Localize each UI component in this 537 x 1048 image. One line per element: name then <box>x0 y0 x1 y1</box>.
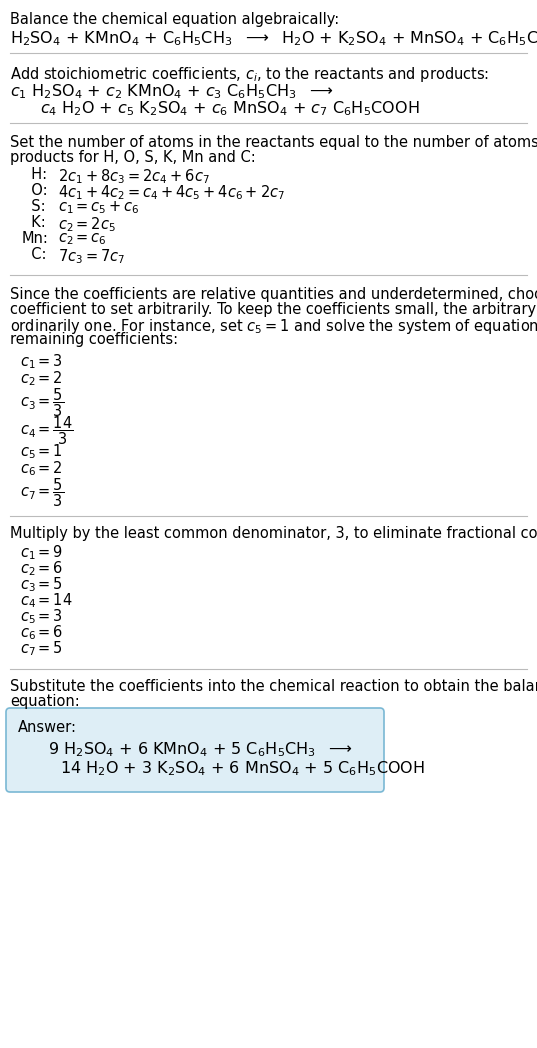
Text: equation:: equation: <box>10 694 80 709</box>
Text: C:: C: <box>22 247 47 262</box>
Text: Since the coefficients are relative quantities and underdetermined, choose a: Since the coefficients are relative quan… <box>10 287 537 302</box>
Text: Multiply by the least common denominator, 3, to eliminate fractional coefficient: Multiply by the least common denominator… <box>10 526 537 541</box>
Text: H$_2$SO$_4$ + KMnO$_4$ + C$_6$H$_5$CH$_3$  $\longrightarrow$  H$_2$O + K$_2$SO$_: H$_2$SO$_4$ + KMnO$_4$ + C$_6$H$_5$CH$_3… <box>10 29 537 48</box>
Text: $c_4 = 14$: $c_4 = 14$ <box>20 591 72 610</box>
Text: $c_2 = c_6$: $c_2 = c_6$ <box>58 231 107 246</box>
Text: $c_4$ H$_2$O + $c_5$ K$_2$SO$_4$ + $c_6$ MnSO$_4$ + $c_7$ C$_6$H$_5$COOH: $c_4$ H$_2$O + $c_5$ K$_2$SO$_4$ + $c_6$… <box>40 99 419 117</box>
Text: $c_7 = \dfrac{5}{3}$: $c_7 = \dfrac{5}{3}$ <box>20 476 64 508</box>
Text: Balance the chemical equation algebraically:: Balance the chemical equation algebraica… <box>10 12 339 27</box>
Text: $c_3 = 5$: $c_3 = 5$ <box>20 575 63 594</box>
Text: $c_4 = \dfrac{14}{3}$: $c_4 = \dfrac{14}{3}$ <box>20 414 74 446</box>
Text: $c_2 = 2 c_5$: $c_2 = 2 c_5$ <box>58 215 116 234</box>
Text: $c_1 = 9$: $c_1 = 9$ <box>20 543 63 562</box>
Text: Set the number of atoms in the reactants equal to the number of atoms in the: Set the number of atoms in the reactants… <box>10 135 537 150</box>
Text: products for H, O, S, K, Mn and C:: products for H, O, S, K, Mn and C: <box>10 150 256 165</box>
Text: 9 H$_2$SO$_4$ + 6 KMnO$_4$ + 5 C$_6$H$_5$CH$_3$  $\longrightarrow$: 9 H$_2$SO$_4$ + 6 KMnO$_4$ + 5 C$_6$H$_5… <box>48 740 353 759</box>
Text: Mn:: Mn: <box>22 231 49 246</box>
Text: $7 c_3 = 7 c_7$: $7 c_3 = 7 c_7$ <box>58 247 125 266</box>
Text: ordinarily one. For instance, set $c_5 = 1$ and solve the system of equations fo: ordinarily one. For instance, set $c_5 =… <box>10 316 537 336</box>
Text: $c_6 = 6$: $c_6 = 6$ <box>20 623 63 641</box>
Text: $c_5 = 3$: $c_5 = 3$ <box>20 607 63 626</box>
Text: $c_1 = c_5 + c_6$: $c_1 = c_5 + c_6$ <box>58 199 140 216</box>
Text: $c_3 = \dfrac{5}{3}$: $c_3 = \dfrac{5}{3}$ <box>20 386 64 418</box>
Text: $4 c_1 + 4 c_2 = c_4 + 4 c_5 + 4 c_6 + 2 c_7$: $4 c_1 + 4 c_2 = c_4 + 4 c_5 + 4 c_6 + 2… <box>58 183 285 201</box>
Text: S:: S: <box>22 199 46 214</box>
Text: $c_6 = 2$: $c_6 = 2$ <box>20 459 63 478</box>
Text: Add stoichiometric coefficients, $c_i$, to the reactants and products:: Add stoichiometric coefficients, $c_i$, … <box>10 65 489 84</box>
Text: $c_1 = 3$: $c_1 = 3$ <box>20 352 63 371</box>
Text: remaining coefficients:: remaining coefficients: <box>10 332 178 347</box>
Text: Answer:: Answer: <box>18 720 77 735</box>
Text: $c_7 = 5$: $c_7 = 5$ <box>20 639 63 658</box>
Text: O:: O: <box>22 183 48 198</box>
Text: coefficient to set arbitrarily. To keep the coefficients small, the arbitrary va: coefficient to set arbitrarily. To keep … <box>10 302 537 316</box>
Text: $2 c_1 + 8 c_3 = 2 c_4 + 6 c_7$: $2 c_1 + 8 c_3 = 2 c_4 + 6 c_7$ <box>58 167 210 185</box>
Text: K:: K: <box>22 215 46 230</box>
Text: $c_1$ H$_2$SO$_4$ + $c_2$ KMnO$_4$ + $c_3$ C$_6$H$_5$CH$_3$  $\longrightarrow$: $c_1$ H$_2$SO$_4$ + $c_2$ KMnO$_4$ + $c_… <box>10 82 333 101</box>
Text: Substitute the coefficients into the chemical reaction to obtain the balanced: Substitute the coefficients into the che… <box>10 679 537 694</box>
Text: H:: H: <box>22 167 47 182</box>
Text: 14 H$_2$O + 3 K$_2$SO$_4$ + 6 MnSO$_4$ + 5 C$_6$H$_5$COOH: 14 H$_2$O + 3 K$_2$SO$_4$ + 6 MnSO$_4$ +… <box>60 759 425 778</box>
Text: $c_2 = 2$: $c_2 = 2$ <box>20 369 63 388</box>
Text: $c_2 = 6$: $c_2 = 6$ <box>20 559 63 577</box>
FancyBboxPatch shape <box>6 708 384 792</box>
Text: $c_5 = 1$: $c_5 = 1$ <box>20 442 63 461</box>
